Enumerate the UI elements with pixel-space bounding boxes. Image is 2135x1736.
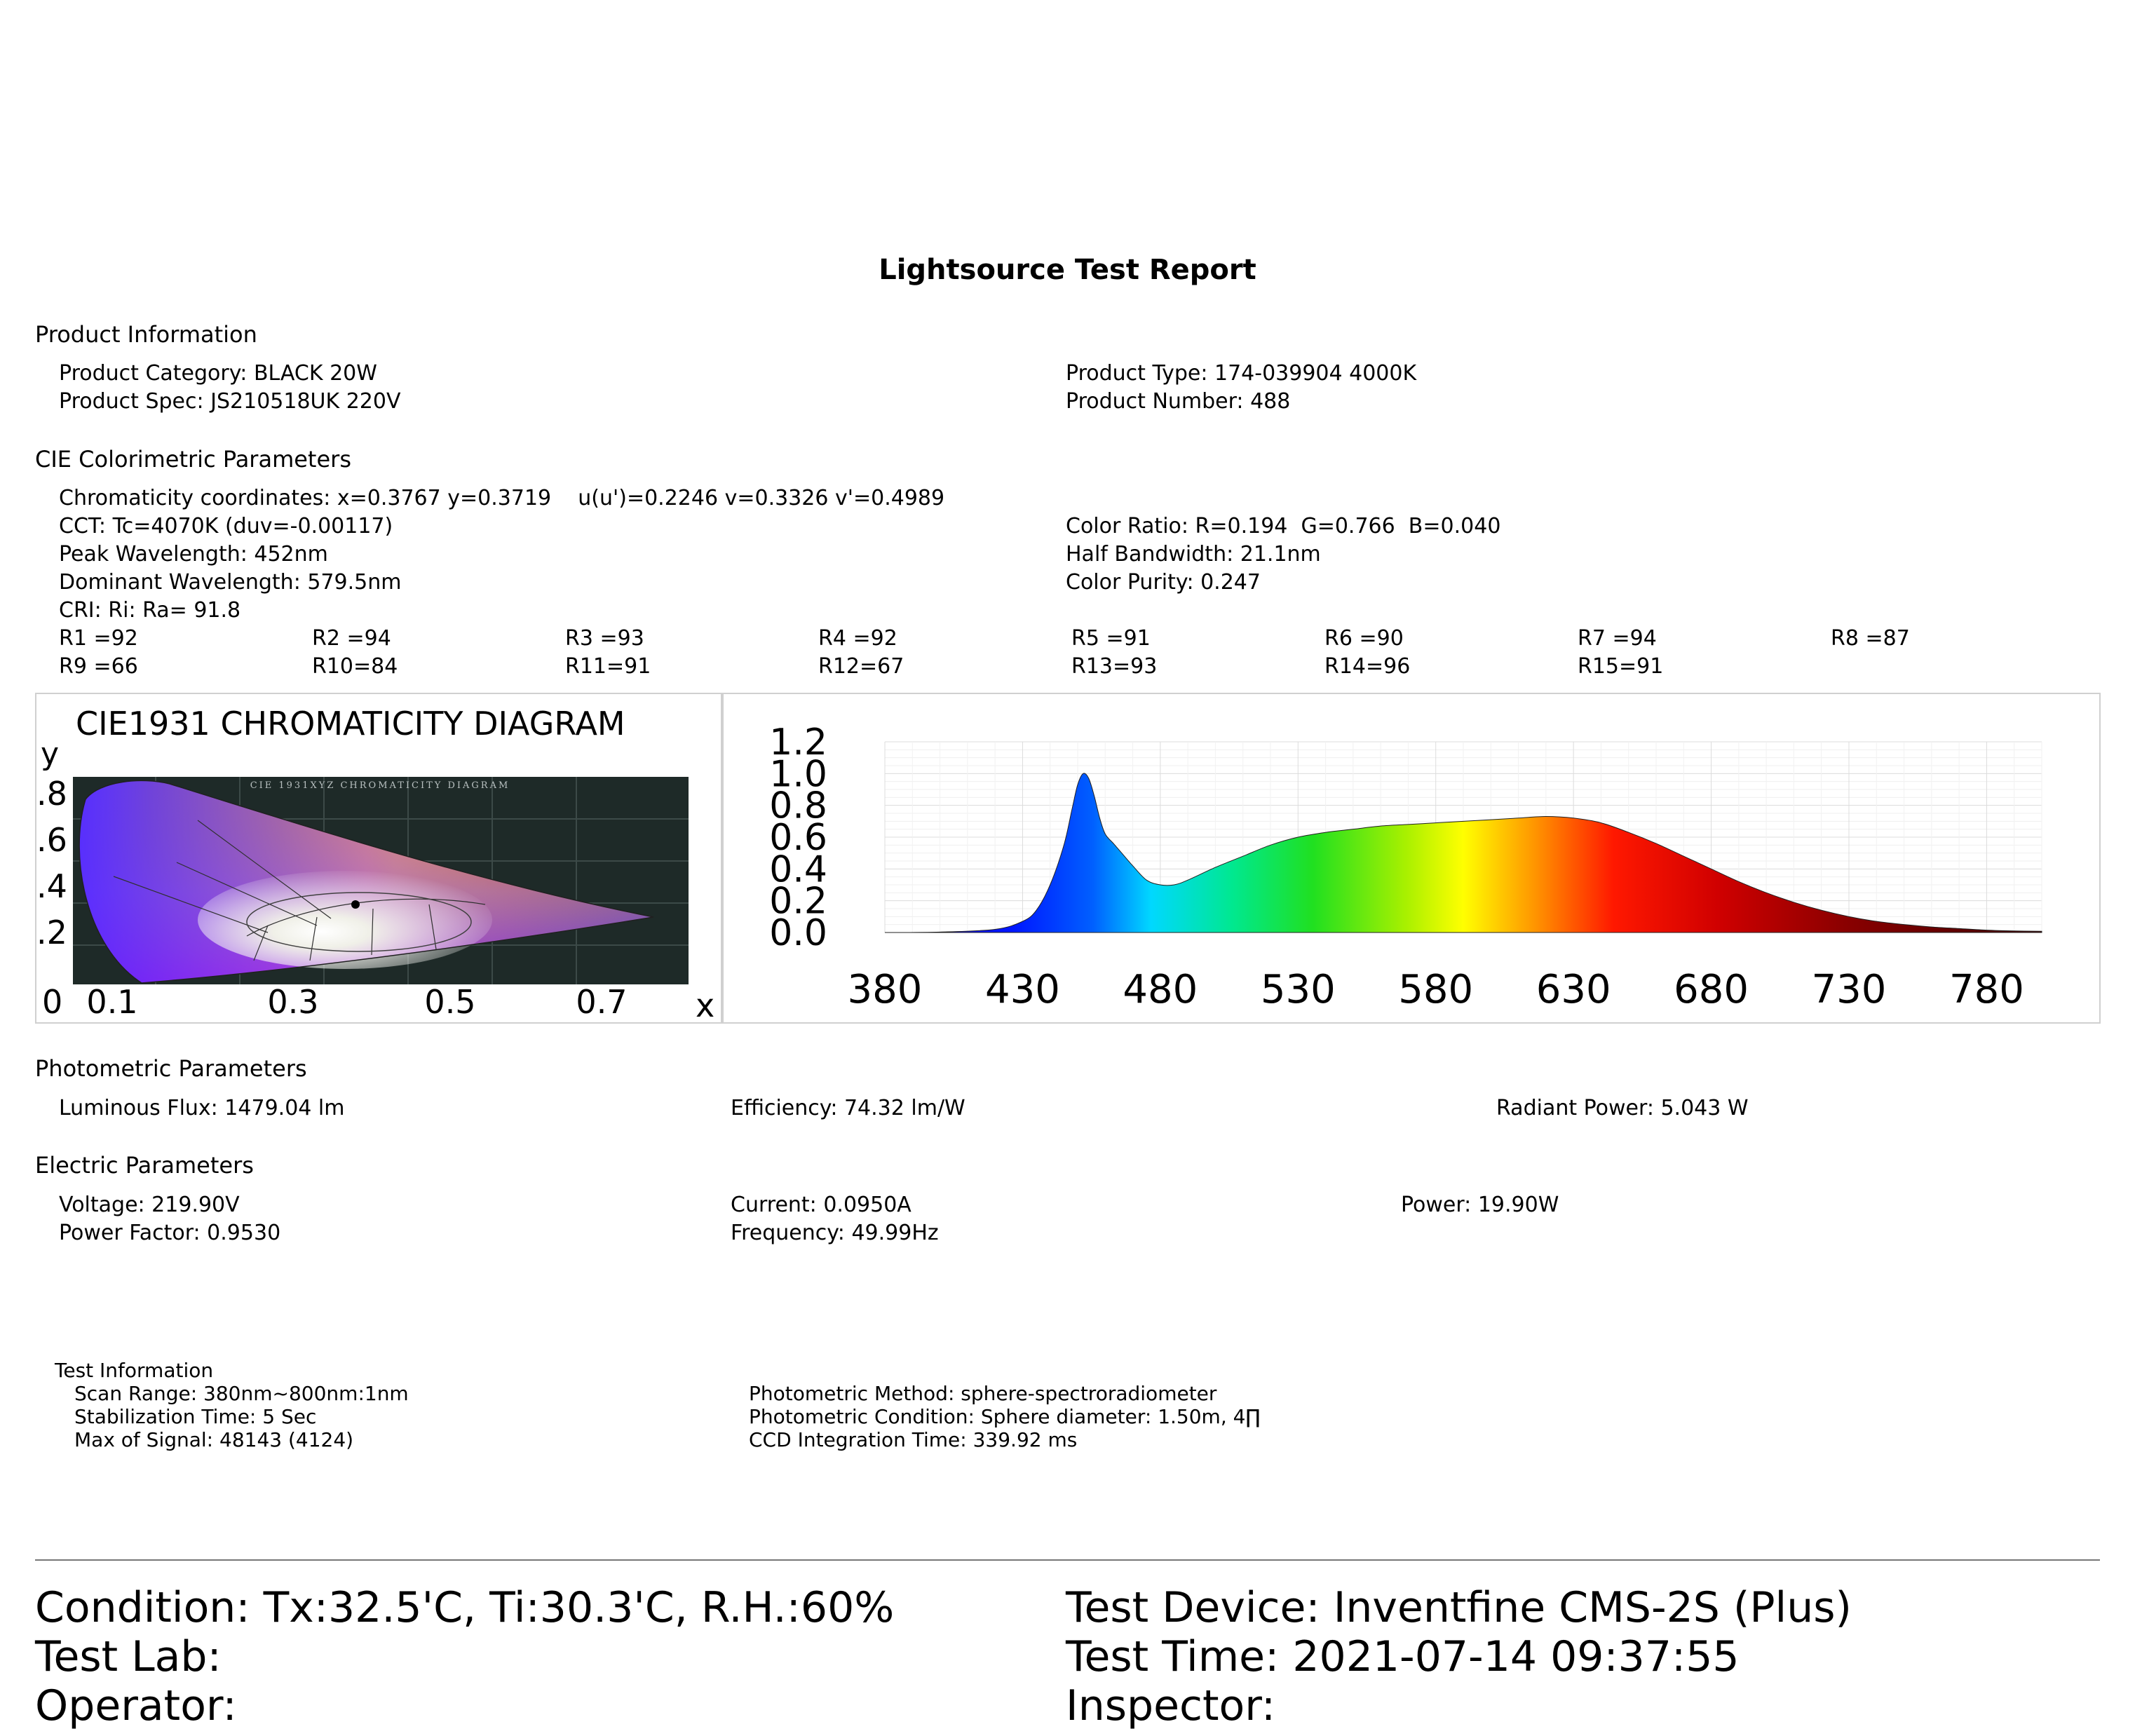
cie-y-tick-04: .4 [36, 867, 67, 905]
max-of-signal: Max of Signal: 48143 (4124) [74, 1428, 354, 1451]
spec-x-tick-430: 430 [985, 967, 1060, 1012]
spec-x-tick-680: 680 [1674, 967, 1749, 1012]
cri-r9: R9 =66 [59, 654, 138, 679]
voltage: Voltage: 219.90V [59, 1193, 240, 1217]
cie-x-tick-05: 0.5 [424, 983, 475, 1021]
scan-range: Scan Range: 380nm~800nm:1nm [74, 1382, 409, 1405]
cri-r5: R5 =91 [1071, 626, 1151, 651]
cri-r15: R15=91 [1578, 654, 1664, 679]
cie-diagram-title: CIE1931 CHROMATICITY DIAGRAM [76, 705, 625, 742]
power: Power: 19.90W [1401, 1193, 1559, 1217]
footer-condition: Condition: Tx:32.5'C, Ti:30.3'C, R.H.:60… [35, 1583, 895, 1632]
product-info-heading: Product Information [35, 321, 257, 348]
cct-value: CCT: Tc=4070K (duv=-0.00117) [59, 514, 393, 538]
cri-r8: R8 =87 [1831, 626, 1910, 651]
spec-x-tick-780: 780 [1949, 967, 2024, 1012]
cri-r10: R10=84 [312, 654, 398, 679]
cie-diagram-panel: CIE1931 CHROMATICITY DIAGRAM y .8 .6 .4 … [35, 693, 722, 1024]
photometric-method: Photometric Method: sphere-spectroradiom… [749, 1382, 1217, 1405]
cie-y-tick-08: .8 [36, 775, 67, 813]
half-bandwidth: Half Bandwidth: 21.1nm [1066, 542, 1321, 567]
footer-test-device: Test Device: Inventfine CMS-2S (Plus) [1066, 1583, 1852, 1632]
ccd-integration-time: CCD Integration Time: 339.92 ms [749, 1428, 1078, 1451]
current: Current: 0.0950A [731, 1193, 911, 1217]
color-ratio: Color Ratio: R=0.194 G=0.766 B=0.040 [1066, 514, 1501, 538]
spec-y-tick-4: 0.8 [769, 785, 827, 827]
radiant-power: Radiant Power: 5.043 W [1496, 1096, 1749, 1120]
report-title: Lightsource Test Report [879, 254, 1256, 286]
cri-r4: R4 =92 [818, 626, 897, 651]
peak-wavelength: Peak Wavelength: 452nm [59, 542, 328, 567]
spec-y-tick-3: 0.6 [769, 817, 827, 859]
chromaticity-coordinates: Chromaticity coordinates: x=0.3767 y=0.3… [59, 486, 945, 510]
cie-x-tick-01: 0.1 [86, 983, 137, 1021]
product-spec: Product Spec: JS210518UK 220V [59, 389, 401, 414]
cri-r3: R3 =93 [565, 626, 644, 651]
spec-y-tick-5: 1.0 [769, 753, 827, 795]
test-info-heading: Test Information [55, 1359, 214, 1382]
footer-test-time: Test Time: 2021-07-14 09:37:55 [1066, 1632, 1740, 1681]
cri-r7: R7 =94 [1578, 626, 1657, 651]
cie-spectral-locus [79, 780, 654, 984]
cri-r6: R6 =90 [1324, 626, 1404, 651]
cie-diagram: CIE1931 CHROMATICITY DIAGRAM y .8 .6 .4 … [36, 705, 714, 1024]
spec-y-tick-1: 0.2 [769, 881, 827, 923]
product-number: Product Number: 488 [1066, 389, 1291, 414]
cie-x-tick-03: 0.3 [267, 983, 318, 1021]
spec-x-tick-380: 380 [848, 967, 923, 1012]
power-factor: Power Factor: 0.9530 [59, 1221, 281, 1245]
dominant-wavelength: Dominant Wavelength: 579.5nm [59, 570, 402, 595]
cri-r12: R12=67 [818, 654, 904, 679]
footer-operator: Operator: [35, 1681, 237, 1730]
spec-x-tick-730: 730 [1812, 967, 1887, 1012]
spectrum-area [884, 773, 2042, 933]
spec-y-tick-2: 0.4 [769, 848, 827, 890]
footer-test-lab: Test Lab: [35, 1632, 222, 1681]
spec-x-tick-530: 530 [1261, 967, 1336, 1012]
footer-divider [35, 1559, 2100, 1561]
color-purity: Color Purity: 0.247 [1066, 570, 1261, 595]
spec-x-tick-580: 580 [1398, 967, 1473, 1012]
cie-y-axis-label: y [41, 736, 59, 772]
cie-heading: CIE Colorimetric Parameters [35, 446, 351, 473]
spectrum-panel: 0.0 0.2 0.4 0.6 0.8 1.0 1.2 380 430 480 … [722, 693, 2101, 1024]
cri-r13: R13=93 [1071, 654, 1158, 679]
spec-y-tick-0: 0.0 [769, 912, 827, 954]
cie-y-tick-02: .2 [36, 914, 67, 951]
cie-y-tick-06: .6 [36, 821, 67, 859]
cri-r1: R1 =92 [59, 626, 138, 651]
frequency: Frequency: 49.99Hz [731, 1221, 939, 1245]
spectrum-chart: 0.0 0.2 0.4 0.6 0.8 1.0 1.2 380 430 480 … [769, 721, 2042, 1012]
cie-planckian-ellipse [246, 892, 472, 952]
spec-x-tick-480: 480 [1123, 967, 1198, 1012]
electric-heading: Electric Parameters [35, 1152, 254, 1179]
spec-x-tick-630: 630 [1536, 967, 1611, 1012]
cie-measured-point [351, 900, 360, 909]
cie-origin-label: 0 [42, 983, 62, 1021]
luminous-flux: Luminous Flux: 1479.04 lm [59, 1096, 345, 1120]
efficiency: Efficiency: 74.32 lm/W [731, 1096, 965, 1120]
stabilization-time: Stabilization Time: 5 Sec [74, 1405, 317, 1428]
cri-value: CRI: Ri: Ra= 91.8 [59, 598, 241, 623]
product-category: Product Category: BLACK 20W [59, 361, 377, 386]
cri-r11: R11=91 [565, 654, 651, 679]
cie-x-axis-label: x [696, 986, 714, 1022]
spec-y-tick-6: 1.2 [769, 721, 827, 764]
cie-x-tick-07: 0.7 [576, 983, 627, 1021]
photometric-condition: Photometric Condition: Sphere diameter: … [749, 1405, 1261, 1428]
footer-inspector: Inspector: [1066, 1681, 1276, 1730]
photometric-heading: Photometric Parameters [35, 1055, 307, 1082]
cri-r2: R2 =94 [312, 626, 391, 651]
product-type: Product Type: 174-039904 4000K [1066, 361, 1417, 386]
cri-r14: R14=96 [1324, 654, 1411, 679]
cie-inner-title: CIE 1931XYZ CHROMATICITY DIAGRAM [250, 780, 510, 791]
